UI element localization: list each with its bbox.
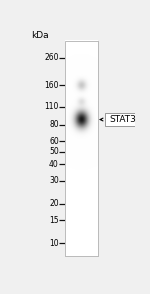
Text: 20: 20: [49, 199, 59, 208]
Text: 80: 80: [49, 121, 59, 129]
Bar: [65, 41, 98, 256]
Text: 160: 160: [44, 81, 59, 90]
Bar: [105, 113, 140, 126]
Text: 60: 60: [49, 137, 59, 146]
Text: 110: 110: [45, 102, 59, 111]
Text: 40: 40: [49, 160, 59, 169]
Text: kDa: kDa: [32, 31, 49, 40]
Text: 30: 30: [49, 176, 59, 185]
Text: 50: 50: [49, 147, 59, 156]
Text: 10: 10: [49, 239, 59, 248]
Text: 260: 260: [44, 53, 59, 62]
Bar: [65, 41, 98, 256]
Text: STAT3: STAT3: [109, 115, 136, 124]
Text: 15: 15: [49, 216, 59, 225]
